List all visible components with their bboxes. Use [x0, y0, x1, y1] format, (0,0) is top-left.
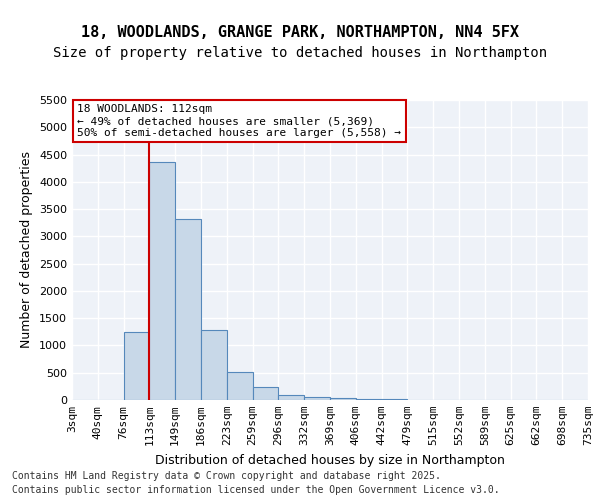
Bar [330, 398, 356, 400]
Bar [124, 332, 149, 400]
Text: Contains public sector information licensed under the Open Government Licence v3: Contains public sector information licen… [12, 485, 500, 495]
Bar [304, 396, 330, 400]
Bar [278, 394, 304, 400]
Bar [149, 162, 175, 400]
Text: Size of property relative to detached houses in Northampton: Size of property relative to detached ho… [53, 46, 547, 60]
Text: 18 WOODLANDS: 112sqm
← 49% of detached houses are smaller (5,369)
50% of semi-de: 18 WOODLANDS: 112sqm ← 49% of detached h… [77, 104, 401, 138]
Text: 18, WOODLANDS, GRANGE PARK, NORTHAMPTON, NN4 5FX: 18, WOODLANDS, GRANGE PARK, NORTHAMPTON,… [81, 25, 519, 40]
Bar [201, 330, 227, 400]
Bar [356, 399, 382, 400]
Y-axis label: Number of detached properties: Number of detached properties [20, 152, 34, 348]
Bar [175, 220, 201, 400]
Text: Contains HM Land Registry data © Crown copyright and database right 2025.: Contains HM Land Registry data © Crown c… [12, 471, 441, 481]
Bar [253, 388, 278, 400]
Bar [227, 372, 253, 400]
X-axis label: Distribution of detached houses by size in Northampton: Distribution of detached houses by size … [155, 454, 505, 466]
